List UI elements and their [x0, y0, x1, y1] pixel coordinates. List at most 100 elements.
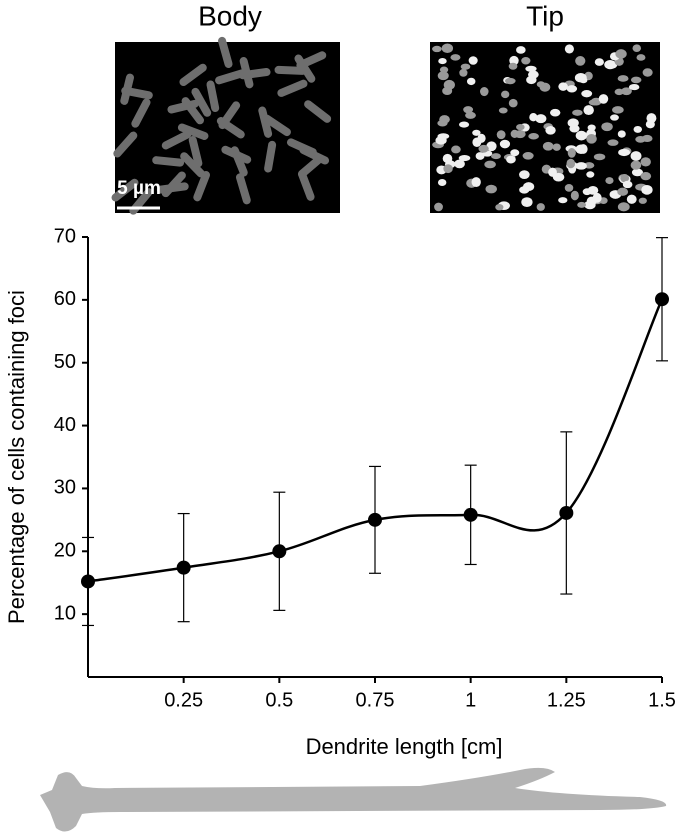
point: [81, 574, 95, 589]
cell: [218, 36, 233, 68]
cell: [451, 145, 461, 154]
y-tick-label: 20: [54, 540, 76, 562]
cell: [304, 100, 332, 123]
cell: [131, 98, 151, 128]
cell: [508, 62, 518, 70]
x-tick-label: 1.5: [648, 689, 676, 711]
cell: [442, 86, 453, 96]
y-tick-label: 50: [54, 351, 76, 373]
cell: [472, 129, 481, 136]
cell: [601, 122, 613, 132]
cell: [632, 44, 642, 53]
cell: [618, 148, 631, 157]
cell: [552, 143, 561, 151]
cell: [641, 184, 653, 195]
cell: [640, 157, 651, 167]
cell: [558, 82, 568, 91]
cell: [459, 68, 468, 77]
cell: [640, 172, 652, 181]
y-tick-label: 60: [54, 288, 76, 310]
cell: [466, 77, 476, 86]
cell: [615, 49, 627, 59]
cell: [564, 44, 574, 54]
cell: [628, 84, 640, 91]
cell: [516, 123, 525, 131]
cell: [478, 144, 489, 153]
point: [463, 507, 478, 522]
panel-title: Body: [198, 0, 262, 31]
cell: [588, 99, 601, 106]
cell: [636, 54, 646, 61]
cell: [570, 190, 579, 201]
cell: [579, 144, 588, 154]
cell: [617, 130, 626, 138]
cell: [460, 63, 471, 70]
cell: [501, 90, 510, 99]
cell: [472, 137, 482, 148]
cell: [450, 54, 461, 61]
cell: [569, 124, 580, 133]
cell: [607, 139, 619, 146]
cell: [499, 139, 511, 149]
cell: [432, 45, 442, 53]
x-axis-label: Dendrite length [cm]: [306, 734, 503, 759]
y-tick-label: 70: [54, 225, 76, 247]
cell: [294, 54, 316, 83]
cell: [536, 203, 545, 211]
cell: [510, 129, 519, 139]
cell: [516, 46, 526, 54]
point: [272, 544, 287, 559]
cell: [113, 131, 138, 158]
cell: [506, 155, 516, 164]
cell: [626, 194, 637, 204]
cell: [579, 77, 588, 84]
cell: [630, 76, 642, 84]
cell: [617, 75, 629, 82]
cell: [519, 170, 530, 179]
cell: [235, 173, 251, 205]
cell: [437, 133, 450, 140]
cell: [180, 152, 205, 178]
cell: [465, 111, 476, 119]
y-axis-label: Percentage of cells containing foci: [4, 290, 29, 624]
cell: [264, 140, 277, 173]
cell: [441, 43, 454, 53]
cell: [566, 85, 578, 93]
cell: [586, 134, 597, 144]
cell: [521, 197, 533, 208]
panel-title: Tip: [526, 0, 564, 31]
cell: [526, 75, 537, 85]
x-tick-label: 0.5: [265, 689, 293, 711]
x-tick-label: 0.75: [356, 689, 395, 711]
cell: [437, 71, 449, 81]
cell: [566, 158, 576, 169]
cell: [550, 108, 561, 117]
x-tick-label: 1.25: [547, 689, 586, 711]
cell: [498, 107, 508, 114]
cell: [463, 106, 474, 114]
cell: [277, 79, 308, 97]
point: [655, 292, 669, 307]
cell: [262, 114, 291, 137]
cell: [191, 87, 212, 117]
x-tick-label: 1: [465, 689, 476, 711]
cell: [206, 80, 220, 112]
cell: [558, 197, 568, 204]
cell: [542, 141, 554, 151]
cell: [505, 77, 516, 85]
x-tick-label: 0.25: [164, 689, 203, 711]
cell: [614, 88, 624, 96]
y-tick-label: 10: [54, 602, 76, 624]
cell: [491, 153, 501, 160]
cell: [120, 73, 134, 105]
cell: [468, 56, 478, 65]
cell: [635, 135, 646, 143]
cell: [552, 172, 565, 182]
cell: [239, 57, 254, 89]
cell: [161, 130, 192, 150]
cell: [525, 65, 537, 72]
cell: [458, 154, 471, 162]
cell: [605, 60, 618, 69]
cell: [586, 171, 595, 178]
